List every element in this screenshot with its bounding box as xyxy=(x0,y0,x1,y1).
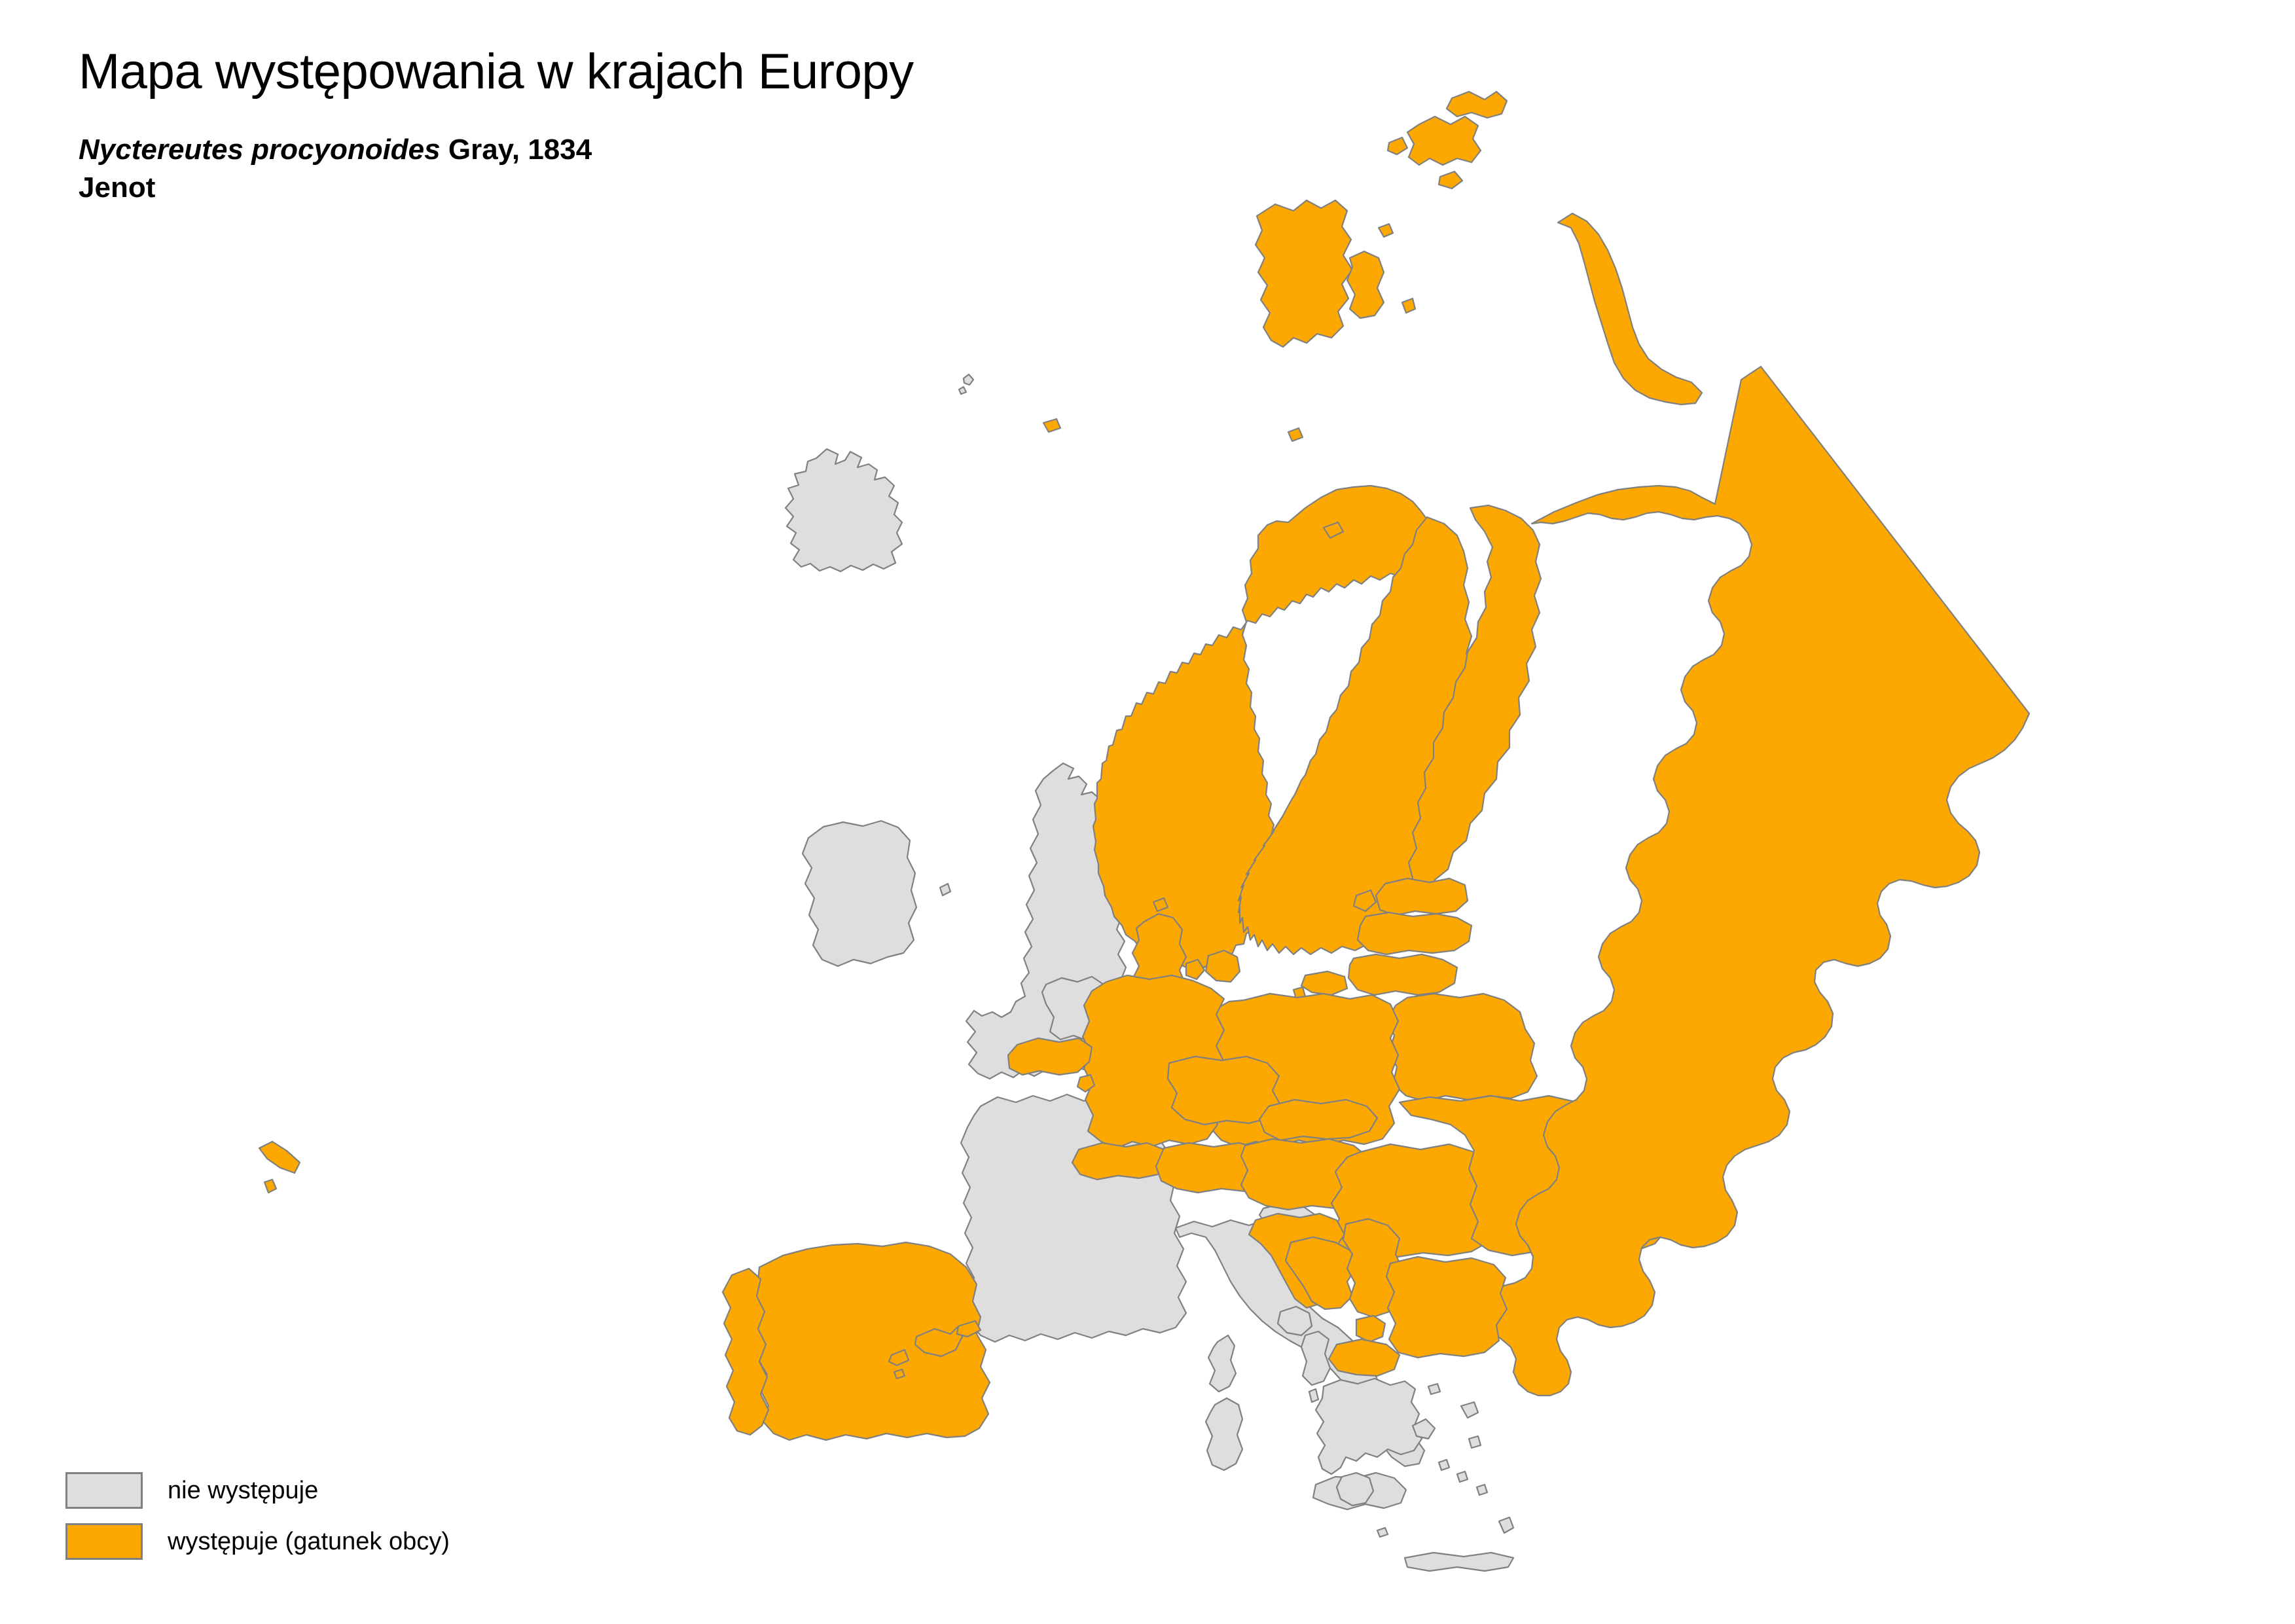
legend-label-present: występuje (gatunek obcy) xyxy=(168,1528,450,1555)
species-scientific-name: Nyctereutes procyonoides xyxy=(79,134,441,166)
country-estonia-saaremaa xyxy=(1354,890,1376,911)
country-bulgaria xyxy=(1386,1257,1507,1358)
island-sicily xyxy=(1313,1473,1406,1509)
country-slovakia xyxy=(1259,1100,1377,1140)
country-ireland xyxy=(803,821,916,966)
country-montenegro xyxy=(1278,1307,1312,1335)
country-slovenia xyxy=(1259,1203,1317,1235)
island-malta xyxy=(1377,1528,1388,1537)
legend-swatch-absent-icon xyxy=(65,1472,143,1509)
absent-countries-group xyxy=(786,374,1513,1571)
country-belarus xyxy=(1388,994,1537,1101)
country-netherlands xyxy=(1042,977,1110,1041)
country-poland xyxy=(1206,994,1400,1147)
country-germany xyxy=(1083,975,1224,1148)
country-sweden xyxy=(1238,517,1473,954)
island-cyclades-3 xyxy=(1477,1485,1487,1495)
island-madeira-porto-santo xyxy=(264,1180,276,1193)
territory-svalbard-small-1 xyxy=(1379,224,1393,237)
island-corsica xyxy=(1208,1335,1236,1392)
island-faroe xyxy=(964,374,973,385)
legend-swatch-present-icon xyxy=(65,1523,143,1560)
country-denmark-zealand xyxy=(1206,950,1240,982)
country-czechia xyxy=(1168,1056,1280,1125)
legend-label-absent: nie występuje xyxy=(168,1477,319,1504)
island-menorca xyxy=(957,1321,981,1337)
island-sardinia xyxy=(1206,1398,1242,1470)
legend-item-present: występuje (gatunek obcy) xyxy=(65,1516,563,1567)
island-ibiza xyxy=(889,1350,909,1365)
country-latvia xyxy=(1358,912,1472,954)
country-finland xyxy=(1406,505,1541,901)
island-isle-of-man xyxy=(940,884,950,895)
territory-svalbard xyxy=(1256,200,1352,347)
map-legend: nie występuje występuje (gatunek obcy) xyxy=(65,1465,563,1567)
country-kosovo xyxy=(1356,1316,1385,1342)
territory-novaya-zemlya xyxy=(1558,213,1702,405)
present-countries-group xyxy=(259,92,2029,1440)
country-united-kingdom xyxy=(966,763,1131,1079)
territory-svalbard-small-2 xyxy=(1402,298,1415,313)
country-norway xyxy=(1093,486,1448,969)
country-estonia xyxy=(1376,878,1468,915)
country-greece-peloponnese xyxy=(1337,1473,1373,1506)
island-madeira xyxy=(259,1142,300,1173)
species-line: Nyctereutes procyonoides Gray, 1834 xyxy=(79,131,1519,169)
island-rhodes xyxy=(1499,1517,1513,1533)
country-denmark-jutland xyxy=(1132,914,1186,996)
island-azores-1 xyxy=(1043,419,1060,432)
country-north-macedonia xyxy=(1329,1339,1400,1376)
country-bosnia xyxy=(1286,1237,1356,1309)
island-cyclades-2 xyxy=(1457,1471,1468,1482)
country-spain xyxy=(753,1242,990,1440)
island-corfu xyxy=(1309,1389,1318,1402)
territory-kaliningrad xyxy=(1301,971,1347,995)
country-iceland xyxy=(786,449,902,571)
country-albania xyxy=(1301,1331,1330,1385)
country-denmark-bornholm xyxy=(1293,987,1305,999)
species-authority: Gray, 1834 xyxy=(440,134,592,166)
island-cyclades-1 xyxy=(1439,1460,1449,1470)
country-greece xyxy=(1316,1379,1422,1474)
country-lithuania xyxy=(1348,954,1457,995)
country-russia xyxy=(1482,367,2029,1396)
country-denmark-north-1 xyxy=(1153,898,1168,911)
territory-svalbard-east xyxy=(1347,251,1384,318)
country-croatia xyxy=(1249,1214,1345,1308)
country-france xyxy=(961,1094,1186,1342)
country-belgium xyxy=(1008,1038,1092,1075)
country-switzerland xyxy=(1072,1143,1169,1180)
island-crete xyxy=(1405,1553,1513,1571)
island-mallorca xyxy=(915,1327,962,1356)
island-lesbos xyxy=(1461,1402,1478,1418)
territory-crimea xyxy=(1541,1257,1625,1307)
country-portugal xyxy=(723,1269,768,1435)
subtitle-block: Nyctereutes procyonoides Gray, 1834 Jeno… xyxy=(79,131,1519,207)
country-serbia xyxy=(1343,1219,1402,1317)
island-azores-2 xyxy=(1288,428,1303,441)
legend-item-absent: nie występuje xyxy=(65,1465,563,1516)
page-title: Mapa występowania w krajach Europy xyxy=(79,44,914,99)
country-moldova xyxy=(1483,1126,1524,1194)
island-faroe-2 xyxy=(959,387,966,394)
species-common-name: Jenot xyxy=(79,171,156,204)
header-block: Mapa występowania w krajach Europy Nycte… xyxy=(79,47,1519,207)
island-chios xyxy=(1469,1436,1481,1448)
country-romania xyxy=(1331,1144,1500,1257)
country-ukraine xyxy=(1400,1096,1674,1255)
country-luxembourg xyxy=(1077,1075,1094,1092)
island-euboea xyxy=(1413,1419,1435,1439)
country-austria xyxy=(1156,1143,1292,1193)
country-hungary xyxy=(1241,1139,1371,1210)
country-denmark-funen xyxy=(1186,960,1204,979)
island-formentera xyxy=(894,1369,905,1379)
country-italy xyxy=(1176,1219,1424,1466)
island-aegean-north xyxy=(1428,1384,1440,1394)
island-norway-lofoten xyxy=(1324,522,1343,538)
